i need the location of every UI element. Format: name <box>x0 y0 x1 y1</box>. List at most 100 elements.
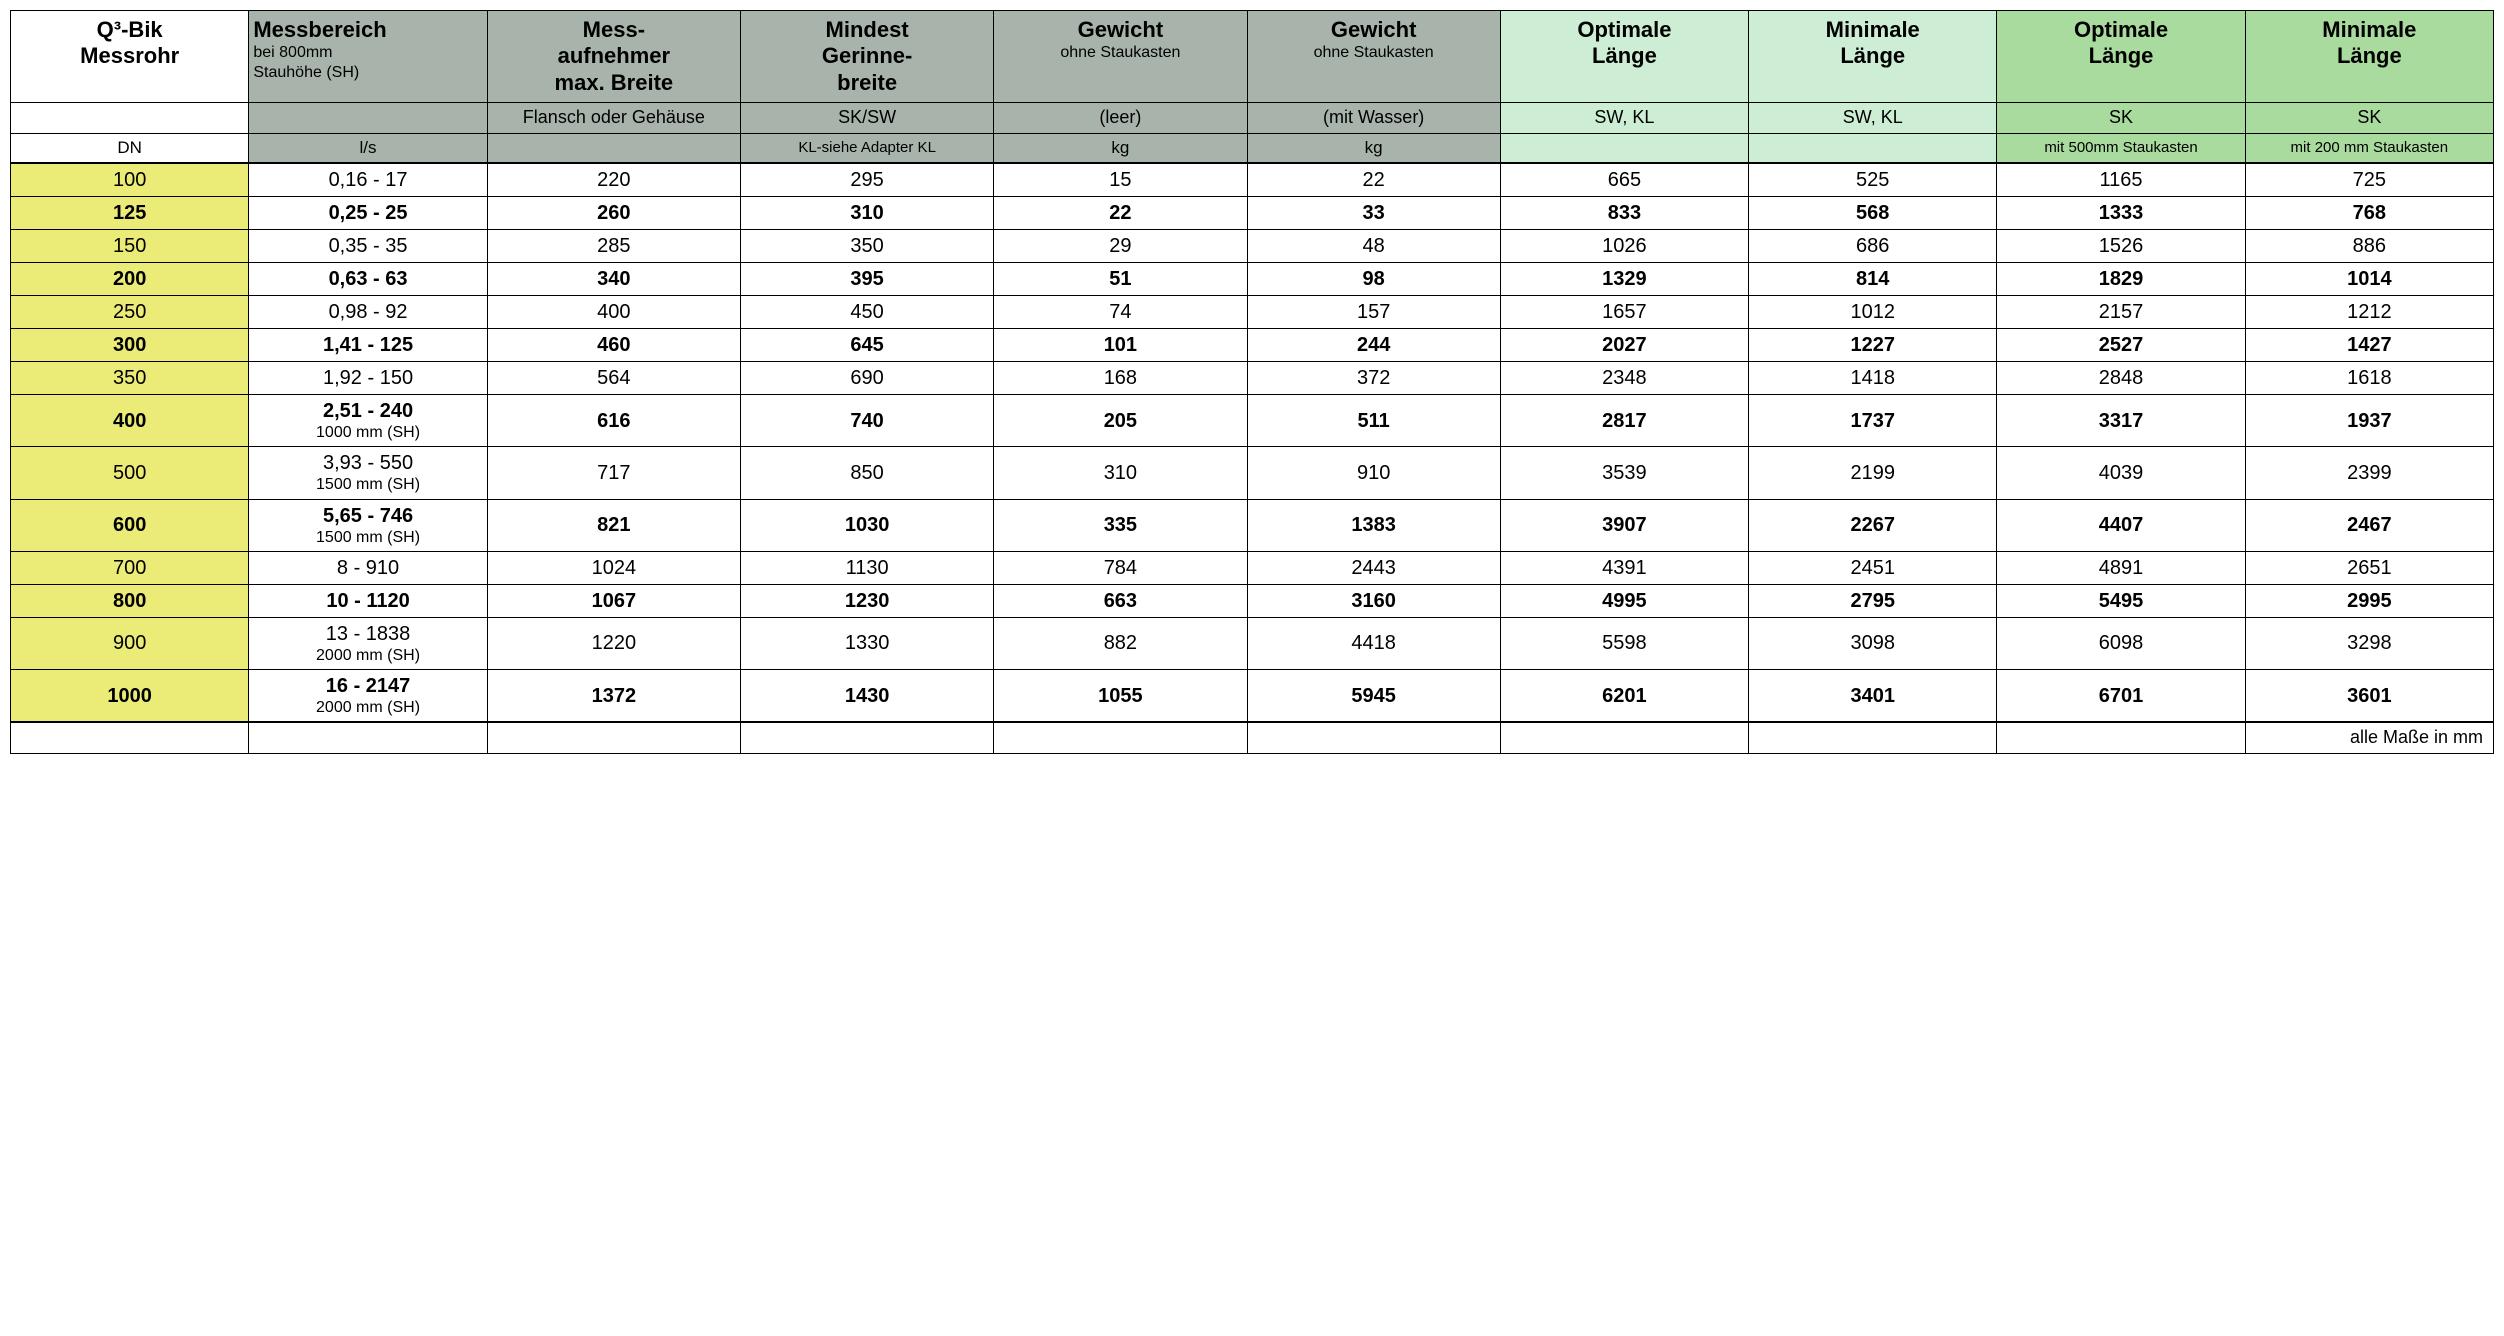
cell-opt-laenge-sk: 3317 <box>1997 395 2245 447</box>
hdr-gewicht-wasser: Gewicht ohne Staukasten <box>1247 11 1500 103</box>
cell-gerinnebreite: 850 <box>740 447 993 499</box>
cell-opt-laenge-sw: 1657 <box>1500 296 1748 329</box>
cell-gerinnebreite: 395 <box>740 263 993 296</box>
cell-opt-laenge-sw: 4995 <box>1500 584 1748 617</box>
table-row: 5003,93 - 5501500 mm (SH)717850310910353… <box>11 447 2494 499</box>
hdr2-c8: SK <box>1997 103 2245 134</box>
cell-dn: 1000 <box>11 669 249 722</box>
cell-gewicht-leer: 15 <box>994 163 1247 197</box>
footer-empty <box>1749 722 1997 753</box>
footer-note: alle Maße in mm <box>2245 722 2493 753</box>
footer-empty <box>1247 722 1500 753</box>
hdr-min-laenge-sw: Minimale Länge <box>1749 11 1997 103</box>
hdr-gerinnebreite: Mindest Gerinne- breite <box>740 11 993 103</box>
hdr2-c6: SW, KL <box>1500 103 1748 134</box>
cell-messaufnehmer: 285 <box>487 230 740 263</box>
hdr-messbereich: Messbereich bei 800mm Stauhöhe (SH) <box>249 11 487 103</box>
cell-gewicht-wasser: 33 <box>1247 197 1500 230</box>
cell-gewicht-leer: 310 <box>994 447 1247 499</box>
footer-empty <box>1500 722 1748 753</box>
cell-opt-laenge-sw: 4391 <box>1500 551 1748 584</box>
cell-min-laenge-sk: 3298 <box>2245 617 2493 669</box>
cell-opt-laenge-sk: 5495 <box>1997 584 2245 617</box>
cell-dn: 800 <box>11 584 249 617</box>
cell-gewicht-wasser: 910 <box>1247 447 1500 499</box>
cell-messaufnehmer: 1372 <box>487 669 740 722</box>
cell-dn: 500 <box>11 447 249 499</box>
cell-gerinnebreite: 450 <box>740 296 993 329</box>
cell-dn: 100 <box>11 163 249 197</box>
cell-messaufnehmer: 564 <box>487 362 740 395</box>
cell-opt-laenge-sk: 1333 <box>1997 197 2245 230</box>
cell-min-laenge-sw: 2267 <box>1749 499 1997 551</box>
table-row: 3001,41 - 125460645101244202712272527142… <box>11 329 2494 362</box>
cell-gewicht-wasser: 1383 <box>1247 499 1500 551</box>
cell-opt-laenge-sw: 2348 <box>1500 362 1748 395</box>
cell-messbereich: 3,93 - 5501500 mm (SH) <box>249 447 487 499</box>
cell-opt-laenge-sw: 665 <box>1500 163 1748 197</box>
footer-empty <box>11 722 249 753</box>
cell-gewicht-wasser: 372 <box>1247 362 1500 395</box>
hdr-opt-laenge-sk: Optimale Länge <box>1997 11 2245 103</box>
cell-min-laenge-sk: 2995 <box>2245 584 2493 617</box>
hdr3-c2 <box>487 133 740 163</box>
cell-gerinnebreite: 1030 <box>740 499 993 551</box>
cell-opt-laenge-sw: 3907 <box>1500 499 1748 551</box>
table-row: 2500,98 - 92400450741571657101221571212 <box>11 296 2494 329</box>
table-row: 1250,25 - 2526031022338335681333768 <box>11 197 2494 230</box>
cell-gerinnebreite: 740 <box>740 395 993 447</box>
cell-min-laenge-sk: 1014 <box>2245 263 2493 296</box>
table-body: 1000,16 - 17220295152266552511657251250,… <box>11 163 2494 722</box>
cell-min-laenge-sw: 1418 <box>1749 362 1997 395</box>
table-row: 2000,63 - 633403955198132981418291014 <box>11 263 2494 296</box>
cell-min-laenge-sw: 1737 <box>1749 395 1997 447</box>
cell-messbereich: 16 - 21472000 mm (SH) <box>249 669 487 722</box>
hdr3-c3: KL-siehe Adapter KL <box>740 133 993 163</box>
hdr2-c1 <box>249 103 487 134</box>
hdr3-kg2: kg <box>1247 133 1500 163</box>
hdr3-c6 <box>1500 133 1748 163</box>
cell-messaufnehmer: 717 <box>487 447 740 499</box>
cell-min-laenge-sw: 814 <box>1749 263 1997 296</box>
hdr3-kg1: kg <box>994 133 1247 163</box>
hdr2-c5: (mit Wasser) <box>1247 103 1500 134</box>
cell-min-laenge-sk: 1618 <box>2245 362 2493 395</box>
cell-messbereich: 13 - 18382000 mm (SH) <box>249 617 487 669</box>
cell-opt-laenge-sk: 1526 <box>1997 230 2245 263</box>
cell-dn: 900 <box>11 617 249 669</box>
cell-opt-laenge-sw: 5598 <box>1500 617 1748 669</box>
cell-opt-laenge-sk: 6701 <box>1997 669 2245 722</box>
cell-dn: 150 <box>11 230 249 263</box>
cell-gewicht-leer: 29 <box>994 230 1247 263</box>
hdr-gewicht-leer: Gewicht ohne Staukasten <box>994 11 1247 103</box>
cell-dn: 600 <box>11 499 249 551</box>
hdr3-c7 <box>1749 133 1997 163</box>
cell-min-laenge-sk: 2399 <box>2245 447 2493 499</box>
footer-empty <box>487 722 740 753</box>
cell-min-laenge-sw: 686 <box>1749 230 1997 263</box>
cell-gewicht-leer: 663 <box>994 584 1247 617</box>
cell-opt-laenge-sw: 3539 <box>1500 447 1748 499</box>
cell-dn: 400 <box>11 395 249 447</box>
cell-gewicht-wasser: 22 <box>1247 163 1500 197</box>
cell-gewicht-wasser: 2443 <box>1247 551 1500 584</box>
cell-gewicht-wasser: 157 <box>1247 296 1500 329</box>
hdr-opt-laenge-sw: Optimale Länge <box>1500 11 1748 103</box>
cell-dn: 350 <box>11 362 249 395</box>
cell-messaufnehmer: 340 <box>487 263 740 296</box>
cell-min-laenge-sk: 1937 <box>2245 395 2493 447</box>
footer-empty <box>249 722 487 753</box>
hdr2-c7: SW, KL <box>1749 103 1997 134</box>
cell-messbereich: 0,25 - 25 <box>249 197 487 230</box>
cell-opt-laenge-sw: 2027 <box>1500 329 1748 362</box>
cell-gewicht-leer: 784 <box>994 551 1247 584</box>
cell-messbereich: 1,41 - 125 <box>249 329 487 362</box>
cell-gewicht-wasser: 48 <box>1247 230 1500 263</box>
table-row: 4002,51 - 2401000 mm (SH)616740205511281… <box>11 395 2494 447</box>
table-row: 100016 - 21472000 mm (SH)137214301055594… <box>11 669 2494 722</box>
hdr3-dn: DN <box>11 133 249 163</box>
hdr2-c2: Flansch oder Gehäuse <box>487 103 740 134</box>
cell-min-laenge-sk: 3601 <box>2245 669 2493 722</box>
cell-messaufnehmer: 1220 <box>487 617 740 669</box>
cell-min-laenge-sw: 568 <box>1749 197 1997 230</box>
